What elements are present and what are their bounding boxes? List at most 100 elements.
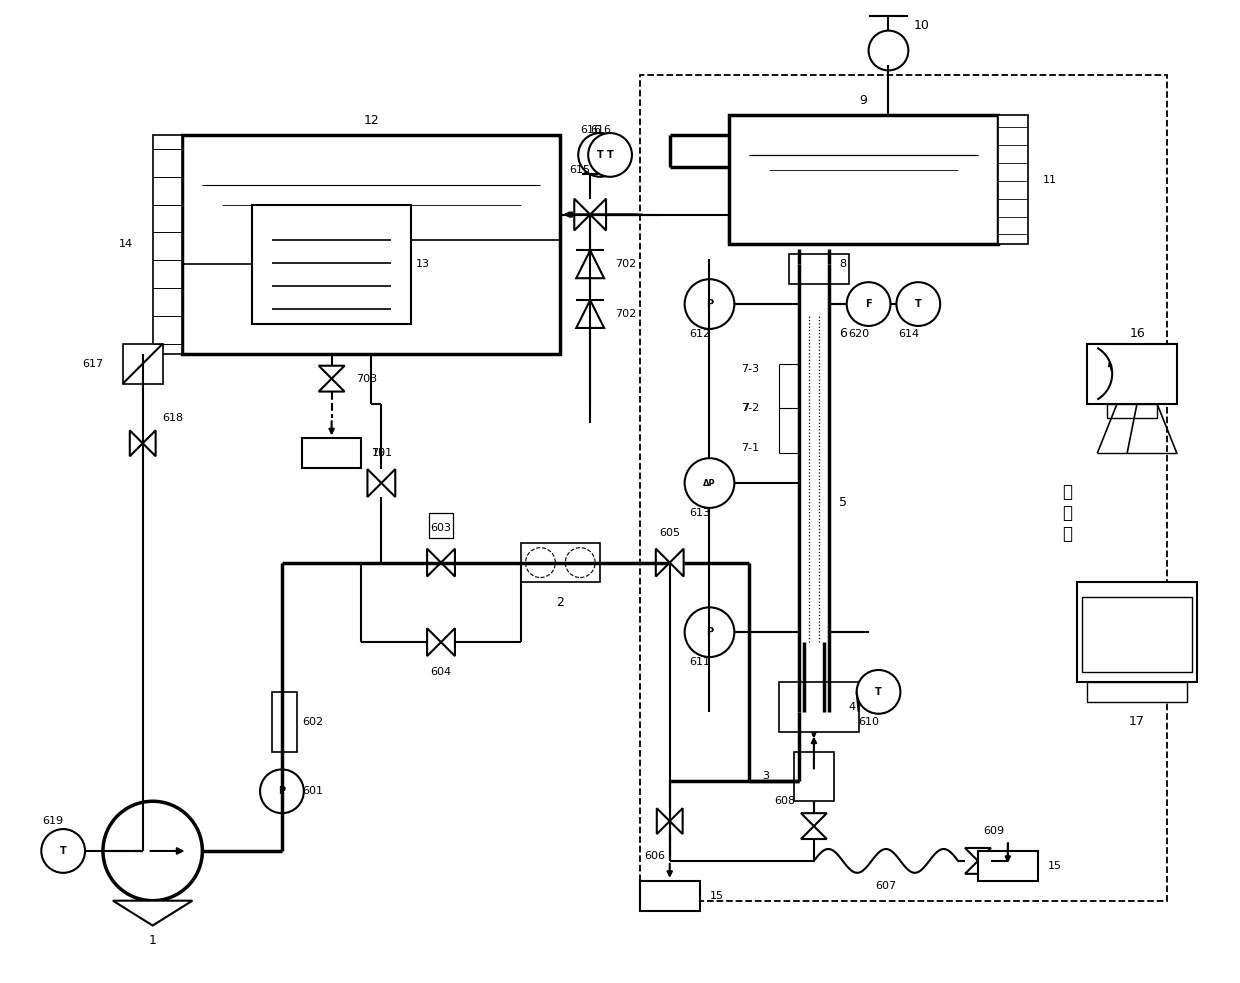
Circle shape	[684, 279, 734, 329]
Polygon shape	[130, 431, 143, 456]
Circle shape	[897, 282, 940, 326]
Text: 619: 619	[42, 816, 63, 826]
Text: T: T	[60, 846, 67, 856]
Polygon shape	[441, 628, 455, 656]
Circle shape	[41, 829, 86, 873]
Text: 601: 601	[301, 786, 322, 796]
Text: 1: 1	[149, 934, 156, 947]
Text: T: T	[875, 687, 882, 697]
Text: 620: 620	[848, 329, 869, 339]
Text: 602: 602	[301, 717, 322, 726]
Circle shape	[857, 670, 900, 714]
Polygon shape	[319, 378, 345, 391]
Polygon shape	[657, 808, 670, 834]
Bar	[978, 851, 1038, 881]
Text: 5: 5	[838, 496, 847, 509]
Polygon shape	[577, 251, 604, 278]
Text: T: T	[915, 299, 921, 309]
Polygon shape	[965, 848, 991, 861]
Polygon shape	[427, 549, 441, 576]
Bar	[521, 543, 600, 583]
Text: T: T	[606, 150, 614, 160]
Polygon shape	[427, 628, 441, 656]
Text: 613: 613	[689, 508, 711, 518]
Text: 15: 15	[709, 891, 723, 900]
Text: 10: 10	[914, 19, 929, 32]
Text: 16: 16	[1130, 327, 1145, 340]
Polygon shape	[590, 199, 606, 230]
Bar	[779, 682, 858, 731]
Text: 612: 612	[689, 329, 711, 339]
Text: 试
验
段: 试 验 段	[1063, 483, 1073, 543]
Text: 13: 13	[417, 260, 430, 269]
Text: 8: 8	[838, 260, 846, 269]
Text: 2: 2	[557, 596, 564, 608]
Text: 618: 618	[162, 414, 184, 424]
Polygon shape	[382, 469, 396, 497]
Text: 609: 609	[983, 826, 1004, 837]
Bar	[794, 752, 833, 801]
Circle shape	[103, 801, 202, 900]
Bar	[301, 438, 362, 468]
Text: 616: 616	[590, 125, 611, 135]
Text: 17: 17	[1130, 716, 1145, 728]
Text: 4: 4	[848, 702, 856, 712]
Text: 702: 702	[615, 260, 636, 269]
Polygon shape	[367, 469, 382, 497]
Bar	[182, 135, 560, 354]
Circle shape	[847, 282, 890, 326]
Text: 701: 701	[371, 448, 392, 458]
Bar	[789, 255, 848, 284]
Text: 615: 615	[569, 165, 590, 175]
Circle shape	[684, 458, 734, 508]
Text: 603: 603	[430, 523, 451, 533]
Bar	[252, 204, 412, 324]
Bar	[272, 692, 296, 752]
Polygon shape	[319, 366, 345, 378]
Bar	[123, 344, 162, 383]
Circle shape	[684, 607, 734, 657]
Text: 607: 607	[875, 881, 897, 891]
Text: 606: 606	[645, 851, 666, 861]
Text: T: T	[596, 150, 604, 160]
Bar	[640, 881, 699, 910]
Text: 7-3: 7-3	[742, 364, 759, 374]
Text: 3: 3	[763, 772, 769, 781]
Bar	[640, 76, 1167, 900]
Text: 12: 12	[363, 114, 379, 127]
Text: ΔP: ΔP	[703, 479, 715, 488]
Text: 14: 14	[119, 240, 133, 250]
Polygon shape	[670, 808, 683, 834]
Polygon shape	[577, 300, 604, 328]
Bar	[429, 513, 453, 538]
Circle shape	[588, 133, 632, 177]
Text: P: P	[706, 627, 713, 637]
Polygon shape	[441, 549, 455, 576]
Text: 617: 617	[82, 359, 103, 369]
Polygon shape	[574, 199, 590, 230]
Polygon shape	[801, 813, 827, 826]
Text: 616: 616	[580, 125, 601, 135]
Text: 11: 11	[1043, 175, 1056, 185]
Text: 15: 15	[372, 448, 386, 458]
Circle shape	[260, 770, 304, 813]
Circle shape	[578, 133, 622, 177]
Text: 6: 6	[838, 327, 847, 340]
Text: P: P	[278, 786, 285, 796]
Bar	[1087, 682, 1187, 702]
Text: 611: 611	[689, 657, 711, 667]
Text: 9: 9	[859, 93, 868, 107]
Text: 610: 610	[858, 717, 879, 726]
Circle shape	[868, 30, 909, 71]
Bar	[1083, 598, 1192, 672]
Text: P: P	[706, 299, 713, 309]
Bar	[1078, 583, 1197, 682]
Text: 703: 703	[356, 374, 378, 383]
Bar	[153, 135, 182, 354]
Bar	[1087, 344, 1177, 403]
Bar	[729, 115, 998, 245]
Polygon shape	[113, 900, 192, 926]
Text: F: F	[866, 299, 872, 309]
Polygon shape	[656, 549, 670, 576]
Text: 614: 614	[898, 329, 919, 339]
